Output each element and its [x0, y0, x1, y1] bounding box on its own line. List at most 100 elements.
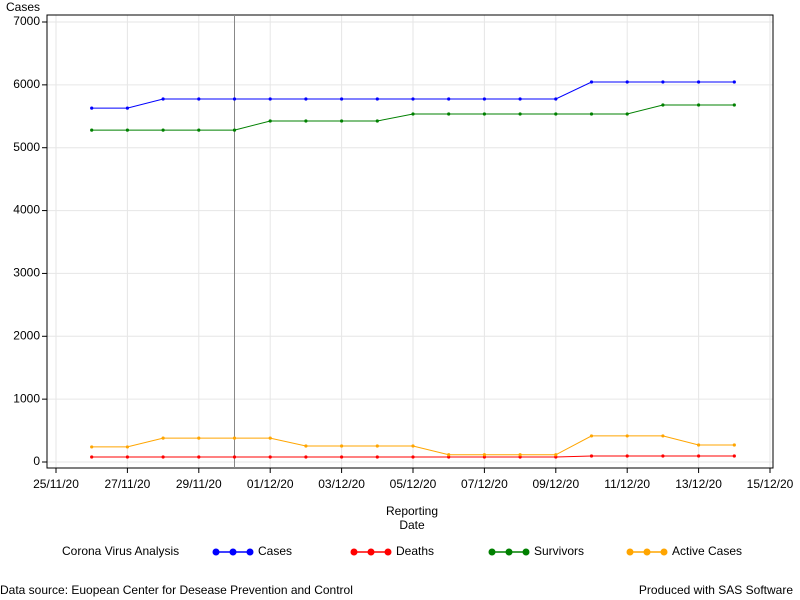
- data-point: [197, 128, 201, 132]
- data-point: [661, 434, 665, 438]
- data-point: [197, 97, 201, 101]
- legend-symbol: [350, 548, 358, 556]
- footnote: Data source: Euopean Center for Desease …: [0, 583, 353, 597]
- x-tick-label: 01/12/20: [247, 477, 294, 491]
- data-point: [518, 112, 522, 116]
- data-point: [161, 436, 165, 440]
- data-point: [625, 112, 629, 116]
- data-point: [232, 97, 237, 101]
- data-point: [340, 119, 344, 123]
- x-tick-label: 11/12/20: [604, 477, 650, 491]
- data-point: [411, 112, 415, 116]
- data-point: [375, 97, 379, 101]
- legend-symbol: [488, 548, 496, 556]
- y-tick-label: 4000: [13, 203, 40, 217]
- legend-symbol: [643, 548, 651, 556]
- x-tick-label: 25/11/20: [33, 477, 79, 491]
- data-point: [304, 97, 308, 101]
- data-point: [589, 112, 594, 116]
- legend-symbol: [384, 548, 392, 556]
- x-tick-label: 03/12/20: [318, 477, 365, 491]
- data-point: [554, 97, 558, 101]
- data-point: [232, 128, 237, 132]
- data-point: [625, 454, 629, 458]
- data-point: [90, 106, 94, 110]
- data-point: [197, 455, 201, 459]
- data-point: [125, 106, 129, 110]
- data-point: [268, 97, 272, 101]
- legend-symbol: [522, 548, 530, 556]
- legend-symbol: [505, 548, 513, 556]
- data-point: [482, 97, 486, 101]
- plot-frame: [46, 14, 774, 469]
- data-point: [661, 103, 665, 107]
- y-tick-label: 2000: [13, 328, 40, 342]
- x-tick-label: 27/11/20: [104, 477, 150, 491]
- data-point: [697, 103, 701, 107]
- data-point: [125, 128, 129, 132]
- data-point: [268, 455, 272, 459]
- y-tick-label: 5000: [13, 140, 40, 154]
- data-point: [304, 455, 308, 459]
- y-tick-label: 0: [33, 454, 40, 468]
- data-point: [518, 453, 522, 457]
- data-point: [375, 119, 379, 123]
- data-point: [732, 103, 736, 107]
- data-point: [554, 112, 558, 116]
- x-tick-label: 07/12/20: [461, 477, 508, 491]
- data-point: [661, 454, 665, 458]
- data-point: [697, 80, 701, 84]
- data-point: [589, 454, 594, 458]
- data-point: [304, 119, 308, 123]
- data-point: [518, 455, 522, 459]
- x-tick-label: 05/12/20: [390, 477, 437, 491]
- data-point: [554, 455, 558, 459]
- legend-label: Deaths: [396, 544, 434, 558]
- data-point: [482, 453, 486, 457]
- data-point: [232, 455, 237, 459]
- legend-label: Survivors: [534, 544, 584, 558]
- data-point: [589, 434, 594, 438]
- data-point: [161, 128, 165, 132]
- data-point: [340, 444, 344, 448]
- data-point: [90, 128, 94, 132]
- data-point: [482, 112, 486, 116]
- data-point: [732, 454, 736, 458]
- legend-label: Active Cases: [672, 544, 742, 558]
- data-point: [661, 80, 665, 84]
- data-point: [554, 453, 558, 457]
- data-point: [625, 434, 629, 438]
- data-point: [268, 436, 272, 440]
- legend-symbol: [246, 548, 254, 556]
- legend-label: Cases: [258, 544, 292, 558]
- data-point: [447, 455, 451, 459]
- data-point: [625, 80, 629, 84]
- data-point: [161, 455, 165, 459]
- data-point: [518, 97, 522, 101]
- data-point: [340, 455, 344, 459]
- y-tick-label: 6000: [13, 77, 40, 91]
- data-point: [232, 436, 237, 440]
- y-tick-label: 1000: [13, 391, 40, 405]
- legend-symbol: [626, 548, 634, 556]
- data-point: [125, 455, 129, 459]
- data-point: [411, 455, 415, 459]
- data-point: [447, 453, 451, 457]
- data-point: [375, 444, 379, 448]
- data-point: [125, 445, 129, 449]
- legend-symbol: [212, 548, 220, 556]
- x-tick-label: 09/12/20: [532, 477, 579, 491]
- data-point: [375, 455, 379, 459]
- data-point: [340, 97, 344, 101]
- data-point: [161, 97, 165, 101]
- x-tick-label: 13/12/20: [675, 477, 722, 491]
- footnote: Produced with SAS Software: [639, 583, 793, 597]
- legend-symbol: [229, 548, 237, 556]
- x-tick-label: 15/12/20: [747, 477, 794, 491]
- legend-symbol: [367, 548, 375, 556]
- y-axis-label: Cases: [6, 0, 40, 14]
- y-tick-label: 3000: [13, 266, 40, 280]
- data-point: [732, 443, 736, 447]
- data-point: [411, 97, 415, 101]
